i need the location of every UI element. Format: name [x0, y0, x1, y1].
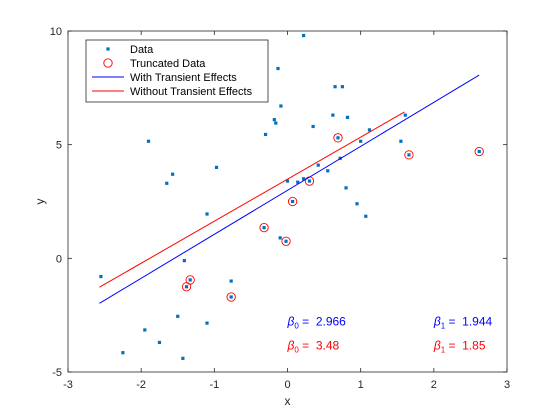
x-tick-label: 0	[284, 379, 290, 391]
data-point	[407, 153, 411, 157]
data-point	[285, 179, 290, 183]
coefficient-label: β0 = 2.966	[287, 314, 347, 330]
truncated-point	[287, 196, 298, 207]
legend-label: Data	[130, 44, 154, 56]
y-tick-label: 5	[56, 140, 62, 152]
fit-line	[99, 74, 480, 304]
x-tick-label: -3	[63, 379, 73, 391]
x-tick-label: -2	[136, 379, 146, 391]
data-point	[188, 278, 192, 282]
data-point	[276, 66, 280, 71]
data-point	[301, 33, 306, 38]
data-point	[279, 104, 283, 108]
data-point	[336, 136, 340, 140]
data-point	[403, 113, 407, 117]
data-point	[284, 239, 288, 243]
data-point	[272, 118, 276, 122]
data-point	[367, 128, 372, 132]
data-point	[291, 199, 295, 204]
truncated-point	[281, 236, 291, 246]
data-point	[229, 295, 233, 299]
data-point	[214, 165, 219, 169]
data-point	[311, 124, 315, 129]
data-point	[399, 139, 403, 143]
data-point	[477, 149, 481, 154]
legend-marker-data	[106, 47, 110, 51]
data-point	[296, 180, 300, 184]
y-axis-label: y	[33, 199, 47, 205]
y-tick-label: -5	[52, 367, 62, 379]
data-point	[316, 163, 320, 167]
y-tick-label: 0	[56, 253, 62, 265]
legend-label: Truncated Data	[130, 58, 206, 70]
data-point	[99, 274, 103, 279]
x-tick-label: 2	[431, 379, 437, 391]
data-point	[359, 139, 363, 143]
data-point	[355, 202, 359, 206]
data-point	[278, 236, 282, 240]
data-point	[205, 212, 209, 216]
data-point	[340, 85, 344, 89]
coefficient-label: β1 = 1.944	[433, 314, 493, 330]
data-point	[326, 169, 330, 173]
data-point	[274, 121, 278, 125]
legend: Data Truncated Data With Transient Effects…	[85, 39, 269, 103]
data-point	[331, 113, 335, 117]
coefficient-annotations: β0 = 2.966 β1 = 1.944 β0 = 3.48 β1 = 1.85	[287, 314, 493, 354]
data-point	[176, 314, 180, 318]
data-point	[205, 321, 209, 325]
truncated-point	[404, 150, 414, 160]
data-point	[184, 285, 189, 289]
truncated-point	[333, 133, 343, 143]
x-tick-label: 3	[504, 379, 510, 391]
data-point	[344, 186, 348, 190]
data-point	[157, 340, 162, 345]
truncated-point	[226, 292, 236, 302]
data-point	[171, 172, 175, 176]
truncated-point	[185, 275, 195, 285]
legend-marker-truncated	[103, 58, 113, 68]
data-point	[229, 279, 233, 283]
axes: -3 -2 -1 0 1 2 3 -5 0 5 10 x y	[33, 26, 510, 408]
coefficient-label: β0 = 3.48	[287, 338, 340, 354]
x-tick-label: 1	[358, 379, 364, 391]
data-point	[364, 214, 368, 218]
x-axis-label: x	[285, 394, 291, 408]
truncated-point	[474, 146, 484, 157]
data-point	[263, 132, 268, 137]
data-point	[345, 115, 350, 119]
plot-area	[99, 33, 484, 360]
data-point	[301, 177, 306, 181]
data-point	[165, 181, 169, 185]
legend-label: With Transient Effects	[130, 72, 237, 84]
data-point	[333, 85, 337, 89]
data-point	[181, 356, 185, 360]
truncated-point	[259, 222, 269, 233]
coefficient-label: β1 = 1.85	[433, 338, 486, 354]
x-tick-label: -1	[209, 379, 219, 391]
data-point	[121, 351, 125, 355]
data-point	[262, 226, 266, 230]
data-point	[146, 139, 151, 143]
y-tick-label: 10	[50, 26, 62, 38]
legend-label: Without Transient Effects	[130, 86, 253, 98]
data-point	[307, 179, 312, 183]
fit-line	[99, 111, 405, 288]
legend-box	[85, 39, 269, 103]
data-point	[182, 259, 186, 263]
data-point	[143, 328, 147, 332]
